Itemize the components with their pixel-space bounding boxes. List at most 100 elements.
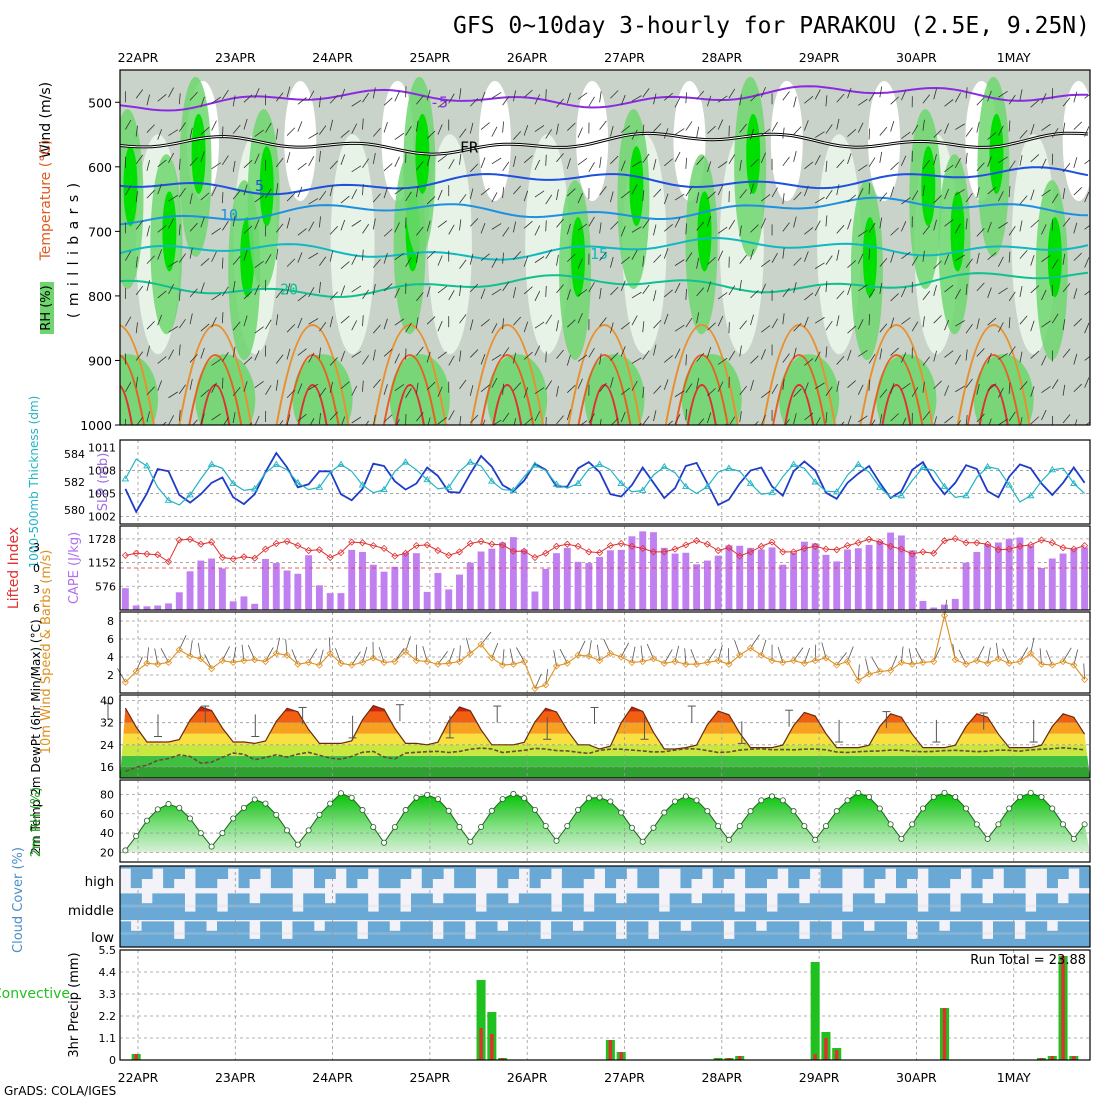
upper-wind-barb [523, 155, 533, 164]
upper-wind-barb [760, 86, 766, 98]
cloud-cover-cell [648, 938, 660, 947]
rh-point [596, 794, 603, 801]
surface-wind-barb [308, 648, 318, 663]
lifted-index-point [240, 553, 248, 561]
upper-wind-barb [502, 227, 510, 237]
cloud-cover-cell [755, 866, 767, 889]
slp-point [595, 460, 604, 467]
upper-wind-barb [750, 128, 754, 140]
upper-wind-barb [922, 316, 925, 328]
rh-point [790, 808, 797, 815]
surface-wind-barb [915, 648, 924, 663]
upper-wind-barb [825, 346, 828, 358]
upper-wind-barb [620, 191, 631, 199]
upper-wind-barb [243, 356, 253, 365]
upper-wind-barb [459, 219, 462, 231]
upper-wind-barb [178, 187, 186, 198]
upper-wind-barb [534, 125, 545, 132]
upper-wind-barb [1062, 253, 1066, 265]
cloud-cover-cell [281, 866, 293, 889]
slp-point [380, 485, 388, 493]
upper-wind-barb [814, 196, 825, 204]
upper-wind-barb [1041, 224, 1047, 235]
cloud-cover-cell [1036, 866, 1048, 869]
wind-speed-point [876, 667, 884, 675]
upper-wind-barb [318, 281, 321, 293]
upper-wind-barb [879, 414, 883, 425]
upper-wind-barb [922, 119, 925, 131]
upper-wind-barb [610, 322, 614, 334]
slp-point [854, 460, 863, 467]
upper-wind-barb [933, 315, 942, 324]
cloud-cover-cell [734, 911, 746, 920]
upper-wind-barb [512, 221, 517, 233]
upper-wind-barb [243, 225, 253, 234]
cloud-cover-cell [141, 903, 153, 920]
footer-credit: GrADS: COLA/IGES [4, 1084, 116, 1098]
upper-wind-barb [793, 413, 797, 425]
upper-wind-barb [383, 318, 388, 330]
upper-wind-barb [523, 89, 533, 98]
wind-speed-point [854, 676, 862, 684]
cloud-frame [119, 865, 1091, 948]
rh-point [337, 790, 344, 797]
upper-wind-barb [319, 256, 327, 266]
upper-wind-barb [286, 414, 291, 425]
upper-wind-barb [804, 358, 814, 366]
upper-wind-barb [901, 382, 911, 391]
wind-speed-point [1070, 661, 1078, 669]
upper-wind-barb [987, 317, 997, 326]
slp-point [746, 479, 755, 486]
upper-wind-barb [782, 91, 790, 101]
cloud-cover-cell [863, 866, 875, 889]
upper-wind-barb [329, 94, 338, 104]
upper-wind-barb [545, 249, 553, 259]
upper-wind-barb [987, 156, 992, 167]
upper-wind-barb [955, 189, 965, 196]
cape-bar [639, 531, 647, 610]
rh-point [488, 807, 495, 814]
cloud-cover-cell [173, 893, 185, 920]
cloud-cover-cell [572, 866, 584, 889]
upper-wind-barb [674, 217, 681, 228]
upper-wind-barb [664, 92, 673, 101]
upper-wind-barb [146, 411, 150, 423]
upper-wind-barb [200, 96, 205, 108]
upper-wind-barb [739, 189, 747, 199]
temperature-axis-label: Temperature (°C) [38, 140, 54, 262]
upper-wind-barb [685, 157, 687, 169]
upper-wind-barb [610, 125, 614, 137]
upper-wind-barb [556, 385, 559, 397]
cloud-cover-cell [432, 866, 444, 879]
wind-speed-point [790, 657, 798, 665]
upper-wind-barb [1019, 286, 1023, 297]
cape-bar [693, 564, 701, 610]
rh-point [478, 823, 485, 830]
rh-point [273, 811, 280, 818]
cloud-cover-cell [400, 866, 412, 879]
rh-point [327, 800, 334, 807]
rh-point [973, 821, 980, 828]
upper-wind-barb [782, 313, 785, 325]
upper-wind-barb [168, 87, 175, 98]
upper-wind-barb [211, 251, 217, 262]
cape-bar [369, 564, 377, 610]
upper-wind-barb [383, 384, 388, 395]
upper-wind-barb [416, 412, 424, 422]
upper-wind-barb [944, 415, 954, 424]
upper-wind-barb [351, 351, 362, 358]
upper-wind-barb [857, 122, 864, 133]
cape-bar [994, 542, 1002, 610]
cloud-cover-cell [227, 921, 239, 947]
upper-wind-barb [890, 347, 899, 356]
cloud-cover-cell [1068, 893, 1080, 920]
upper-wind-barb [437, 124, 443, 135]
cloud-cover-cell [184, 911, 196, 920]
upper-wind-barb [480, 384, 490, 393]
upper-wind-barb [653, 385, 662, 395]
upper-wind-barb [1084, 191, 1090, 203]
upper-wind-barb [793, 126, 802, 135]
upper-wind-barb [297, 383, 303, 394]
rh-point [499, 796, 506, 803]
upper-wind-barb [674, 151, 681, 162]
